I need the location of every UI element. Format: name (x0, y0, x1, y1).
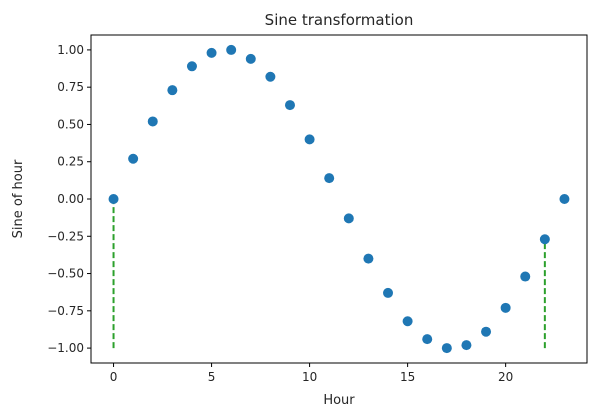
y-tick-label: −0.50 (47, 267, 84, 281)
x-tick-label: 15 (400, 370, 415, 384)
x-axis-label: Hour (323, 393, 355, 408)
x-axis: 0 5 10 15 20 (110, 363, 513, 384)
data-point (500, 302, 511, 313)
data-point (559, 194, 570, 204)
chart-title: Sine transformation (265, 11, 414, 29)
y-tick-label: −1.00 (47, 341, 84, 355)
data-point (324, 173, 335, 184)
data-point (226, 44, 237, 55)
data-point (108, 194, 119, 204)
y-tick-label: 0.25 (57, 155, 84, 169)
x-tick-label: 10 (302, 370, 317, 384)
plot-frame (90, 34, 588, 364)
y-axis-label: Sine of hour (11, 159, 26, 238)
y-axis: 1.00 0.75 0.50 0.25 0.00 −0.25 −0.50 −0.75 −1.00 (47, 43, 91, 355)
data-point (284, 100, 295, 111)
x-tick-label: 5 (208, 370, 216, 384)
data-point (383, 287, 394, 298)
y-tick-label: −0.75 (47, 304, 84, 318)
data-point (206, 47, 217, 58)
y-tick-label: 0.50 (57, 117, 84, 131)
data-point (441, 343, 452, 354)
data-point (304, 134, 315, 145)
data-point (343, 213, 354, 224)
x-tick-label: 20 (498, 370, 513, 384)
data-point (461, 340, 472, 351)
plot-area (108, 44, 570, 354)
data-point (245, 53, 256, 64)
data-point (147, 116, 158, 127)
y-tick-label: 1.00 (57, 43, 84, 57)
data-point (128, 153, 139, 164)
data-point (167, 85, 178, 96)
data-point (422, 334, 433, 345)
y-tick-label: −0.25 (47, 229, 84, 243)
data-point (520, 271, 531, 282)
data-point (186, 61, 197, 72)
x-tick-label: 0 (110, 370, 118, 384)
y-tick-label: 0.00 (57, 192, 84, 206)
data-point (481, 326, 492, 337)
data-point (402, 316, 413, 327)
y-tick-label: 0.75 (57, 80, 84, 94)
data-point (363, 253, 374, 264)
data-point (539, 234, 550, 245)
data-point (265, 71, 276, 82)
